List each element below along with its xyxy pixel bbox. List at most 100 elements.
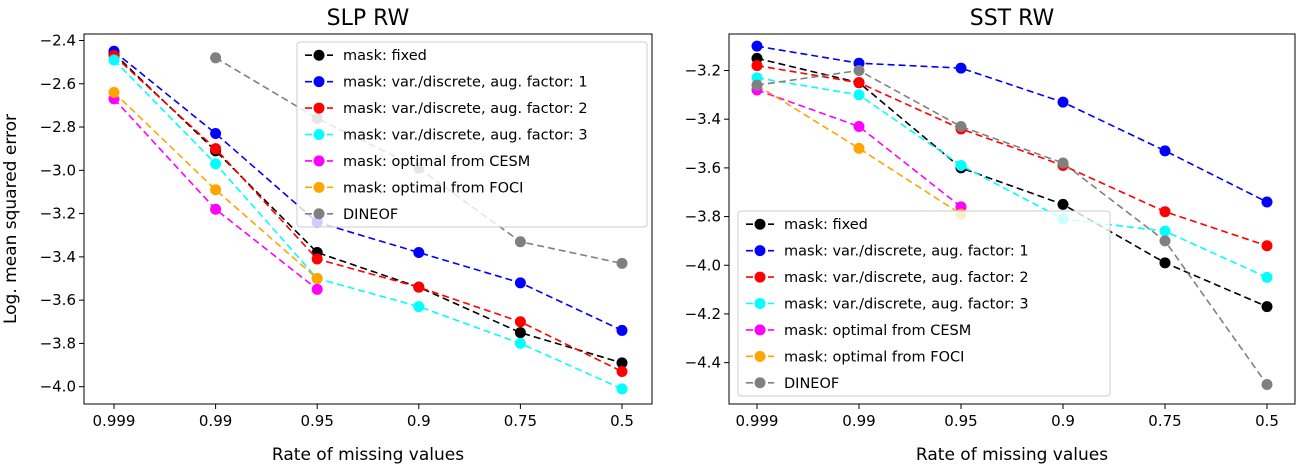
x-tick-label: 0.5 (1255, 412, 1279, 430)
data-point (1159, 145, 1171, 157)
data-point (108, 54, 120, 66)
legend-box (296, 41, 648, 228)
legend-label: mask: var./discrete, aug. factor: 2 (343, 101, 588, 117)
series-line (756, 77, 1268, 279)
legend-label: mask: fixed (784, 217, 868, 233)
legend-marker (754, 271, 766, 283)
data-point (1057, 198, 1069, 210)
chart-slp-rw: SLP RW Rate of missing values Log. mean … (1, 6, 653, 465)
x-tick-label: 0.999 (93, 412, 136, 430)
data-point (616, 257, 628, 269)
axis-ticks: 0.999 0.99 0.95 0.9 0.75 0.5 −4.4 −4.2 −4.0 −3.8 −… (685, 62, 1279, 430)
series-mask-var-discrete-aug-factor-3 (108, 54, 628, 395)
legend-marker (313, 155, 325, 167)
x-tick-label: 0.999 (736, 412, 779, 430)
legend-item: DINEOF (746, 376, 839, 392)
x-tick-label: 0.9 (1051, 412, 1075, 430)
y-tick-label: −3.2 (685, 62, 721, 80)
series-line (756, 57, 1268, 308)
data-point (616, 383, 628, 395)
data-point (1261, 240, 1273, 252)
y-tick-label: −3.2 (40, 205, 76, 223)
series-line (113, 50, 623, 332)
y-tick-label: −3.4 (40, 248, 76, 266)
data-point (1057, 157, 1069, 169)
data-point (210, 158, 222, 170)
data-point (616, 357, 628, 369)
legend-marker (313, 49, 325, 61)
legend-item: mask: optimal from FOCI (746, 349, 964, 365)
data-point (853, 65, 865, 77)
legend-item: mask: var./discrete, aug. factor: 3 (305, 128, 588, 144)
legend-label: mask: fixed (343, 48, 427, 64)
legend-marker (754, 245, 766, 257)
legend-item: mask: fixed (305, 48, 427, 64)
legend-marker (754, 377, 766, 389)
legend-item: mask: fixed (746, 217, 868, 233)
legend-label: mask: optimal from CESM (784, 323, 971, 339)
y-tick-label: −3.6 (40, 291, 76, 309)
data-point (751, 79, 763, 91)
legend-label: mask: var./discrete, aug. factor: 3 (784, 297, 1029, 313)
data-point (514, 316, 526, 328)
legend-item: mask: var./discrete, aug. factor: 3 (746, 297, 1029, 313)
x-tick-label: 0.99 (842, 412, 875, 430)
y-tick-label: −4.0 (685, 256, 721, 274)
legend-box (737, 210, 1111, 397)
y-tick-label: −3.4 (685, 110, 721, 128)
legend-label: mask: optimal from FOCI (343, 180, 523, 196)
legend-marker (313, 76, 325, 88)
data-point (955, 159, 967, 171)
series-line (113, 91, 318, 280)
legend-label: mask: var./discrete, aug. factor: 3 (343, 128, 588, 144)
legend-item: mask: var./discrete, aug. factor: 1 (305, 75, 588, 91)
legend-label: mask: optimal from FOCI (784, 349, 964, 365)
series-line (756, 64, 1268, 247)
series-line (756, 84, 962, 215)
chart-title: SLP RW (327, 6, 410, 31)
series-mask-var-discrete-aug-factor-1 (751, 40, 1273, 208)
data-point (311, 273, 323, 285)
data-point (514, 277, 526, 289)
y-axis-label: Log. mean squared error (1, 114, 21, 324)
y-tick-label: −2.4 (40, 31, 76, 49)
y-tick-label: −3.6 (685, 159, 721, 177)
legend-marker (313, 181, 325, 193)
series-line (756, 69, 1268, 385)
x-axis-label: Rate of missing values (272, 445, 464, 465)
y-tick-label: −3.8 (685, 208, 721, 226)
y-tick-label: −3.8 (40, 334, 76, 352)
series-line (756, 45, 1268, 203)
data-point (1261, 196, 1273, 208)
legend-label: mask: var./discrete, aug. factor: 1 (343, 75, 588, 91)
series-mask-var-discrete-aug-factor-2 (108, 50, 628, 378)
series-line (113, 52, 623, 364)
data-point (955, 121, 967, 132)
legend-label: mask: var./discrete, aug. factor: 1 (784, 244, 1029, 260)
data-point (413, 247, 425, 259)
data-point (311, 253, 323, 265)
y-tick-label: −2.6 (40, 75, 76, 93)
data-point (311, 283, 323, 295)
x-axis-label: Rate of missing values (916, 445, 1108, 465)
series-line (113, 59, 623, 390)
series-line (113, 98, 318, 290)
legend-marker (313, 129, 325, 140)
legend-item: mask: optimal from CESM (746, 323, 971, 339)
data-point (751, 60, 763, 72)
series-line (113, 55, 623, 373)
legend-item: mask: optimal from CESM (305, 154, 530, 170)
legend-item: DINEOF (305, 207, 398, 223)
data-point (616, 324, 628, 336)
series-mask-optimal-from-foci (108, 86, 323, 285)
chart-sst-rw: SST RW Rate of missing values 0.999 0.99 0… (685, 6, 1296, 465)
y-tick-label: −4.0 (40, 378, 76, 396)
data-point (108, 86, 120, 98)
x-tick-label: 0.5 (610, 412, 634, 430)
y-tick-label: −4.2 (685, 305, 721, 323)
y-tick-label: −3.0 (40, 161, 76, 179)
data-point (853, 142, 865, 154)
legend-item: mask: optimal from FOCI (305, 180, 523, 196)
data-point (751, 40, 763, 52)
legend-marker (754, 218, 766, 230)
